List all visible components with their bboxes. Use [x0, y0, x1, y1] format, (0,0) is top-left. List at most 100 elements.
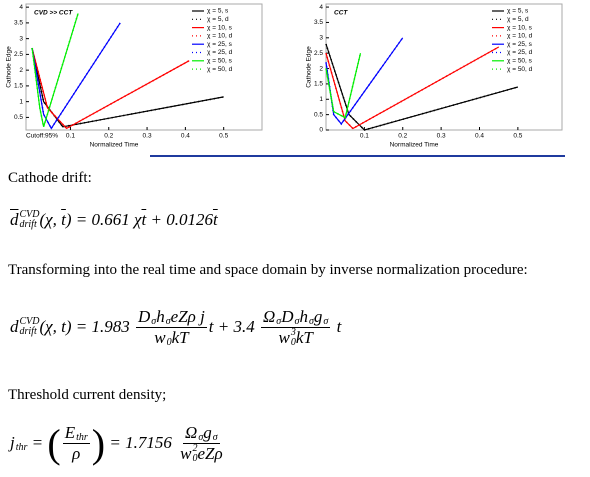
math-token: eZρ j [171, 307, 205, 327]
chart: 0.5 1 1.5 2 2.5 3 3.5 4 0.1 0.2 0.3 0.4 0.5 Normalize… [6, 3, 263, 149]
math-token: d CVD drift [10, 210, 40, 230]
x-tick-label: 0.5 [219, 133, 228, 140]
math-token: w 0 [154, 328, 171, 348]
fraction: E thr ρ [62, 423, 90, 464]
superscript [76, 423, 88, 433]
math-token: d CVD drift [10, 317, 40, 337]
subscript: σ [308, 315, 314, 327]
y-tick-label: 2.5 [14, 51, 23, 58]
y-tick-label: 1 [319, 96, 323, 103]
subscript: thr [15, 442, 28, 453]
subscript: σ [151, 315, 157, 327]
scripts: thr [16, 433, 28, 453]
math-base: ) = 0.661 χ [65, 210, 142, 229]
line [31, 47, 190, 130]
line [31, 47, 224, 128]
x-tick-label: 0.2 [104, 133, 113, 140]
superscript: CVD [19, 316, 40, 327]
x-tick-label: 0.1 [66, 133, 75, 140]
math-base: = [27, 433, 48, 452]
superscript [213, 423, 218, 433]
math-base: eZρ [197, 443, 223, 463]
math-base: + 0.0126 [146, 210, 213, 229]
line [325, 53, 362, 119]
line [31, 13, 79, 127]
scripts: CVD drift [20, 210, 40, 230]
subscript: σ [323, 315, 329, 327]
scripts: σ [213, 423, 218, 443]
math-token: D σ [281, 307, 299, 327]
math-token: h σ [299, 307, 313, 327]
y-tick-label: 0 [319, 127, 323, 134]
math-token: g σ [314, 307, 328, 327]
math-base: t [332, 317, 342, 336]
y-axis-label: Cathode Edge [6, 46, 13, 88]
legend-label: χ = 50, d [207, 66, 233, 73]
subscript: thr [76, 431, 88, 443]
math-token: (χ, t) = 1.983 [40, 317, 135, 337]
y-tick-label: 3.5 [14, 20, 23, 27]
math-token: t [61, 210, 66, 230]
numerator: E thr [62, 423, 90, 444]
scripts: σ [198, 423, 203, 443]
subscript: 0 [192, 452, 198, 464]
math-token: t + 3.4 [209, 317, 259, 337]
math-base: t + 3.4 [208, 317, 259, 336]
x-tick-label: 0.1 [360, 133, 369, 140]
math-base: d [10, 210, 19, 229]
math-token: kT [172, 328, 189, 348]
scripts: CVD drift [20, 317, 40, 337]
math-token: Ω σ [185, 423, 203, 443]
y-tick-label: 0.5 [314, 111, 323, 118]
line [325, 46, 500, 130]
math-token: j thr [10, 433, 27, 453]
math-base: = 1.7156 [105, 433, 177, 452]
math-token: E thr [65, 423, 88, 443]
y-tick-label: 3.5 [314, 19, 323, 26]
y-tick-label: 2.5 [314, 50, 323, 57]
math-base: t [212, 210, 218, 229]
superscript [323, 307, 328, 317]
y-tick-label: 3 [319, 35, 323, 42]
math-token: kT [296, 328, 313, 348]
divider [150, 155, 565, 157]
scripts: σ [166, 307, 171, 327]
scripts: σ [323, 307, 328, 327]
denominator: w 3 0 kT [276, 327, 314, 348]
math-base: w [180, 443, 192, 463]
heading: Transforming into the real time and spac… [8, 262, 528, 278]
x-tick-label: 0.4 [181, 133, 190, 140]
scripts: σ [309, 307, 314, 327]
y-tick-label: 4 [319, 4, 323, 11]
math-token: t [332, 317, 342, 337]
plot-frame [25, 3, 263, 131]
x-tick-label: 0.3 [437, 133, 446, 140]
math-base: D [138, 306, 151, 326]
math-base: t [141, 210, 147, 229]
math-token: g σ [203, 423, 217, 443]
legend-label: χ = 25, d [207, 49, 233, 56]
y-tick-label: 2 [19, 67, 23, 74]
math-base: w [278, 327, 290, 347]
subscript: 0 [290, 336, 296, 348]
annotation: Cutoff:95% [26, 133, 58, 140]
x-axis-label: Normalized Time [90, 142, 139, 149]
math-token: = 1.7156 [105, 433, 176, 453]
heading: Threshold current density; [8, 387, 167, 403]
math-base: t [61, 210, 66, 229]
legend-label: χ = 25, d [507, 49, 533, 56]
scripts: 0 [167, 328, 172, 348]
math-token: h σ [156, 307, 170, 327]
legend-label: χ = 5, d [207, 16, 229, 23]
math-token: ) = 0.661 χ [66, 210, 142, 230]
math-base: h [299, 306, 308, 326]
subscript: 0 [166, 336, 172, 348]
math-base: (χ, t) = 1.983 [39, 317, 134, 336]
x-tick-label: 0.2 [398, 133, 407, 140]
y-tick-label: 1.5 [14, 83, 23, 90]
